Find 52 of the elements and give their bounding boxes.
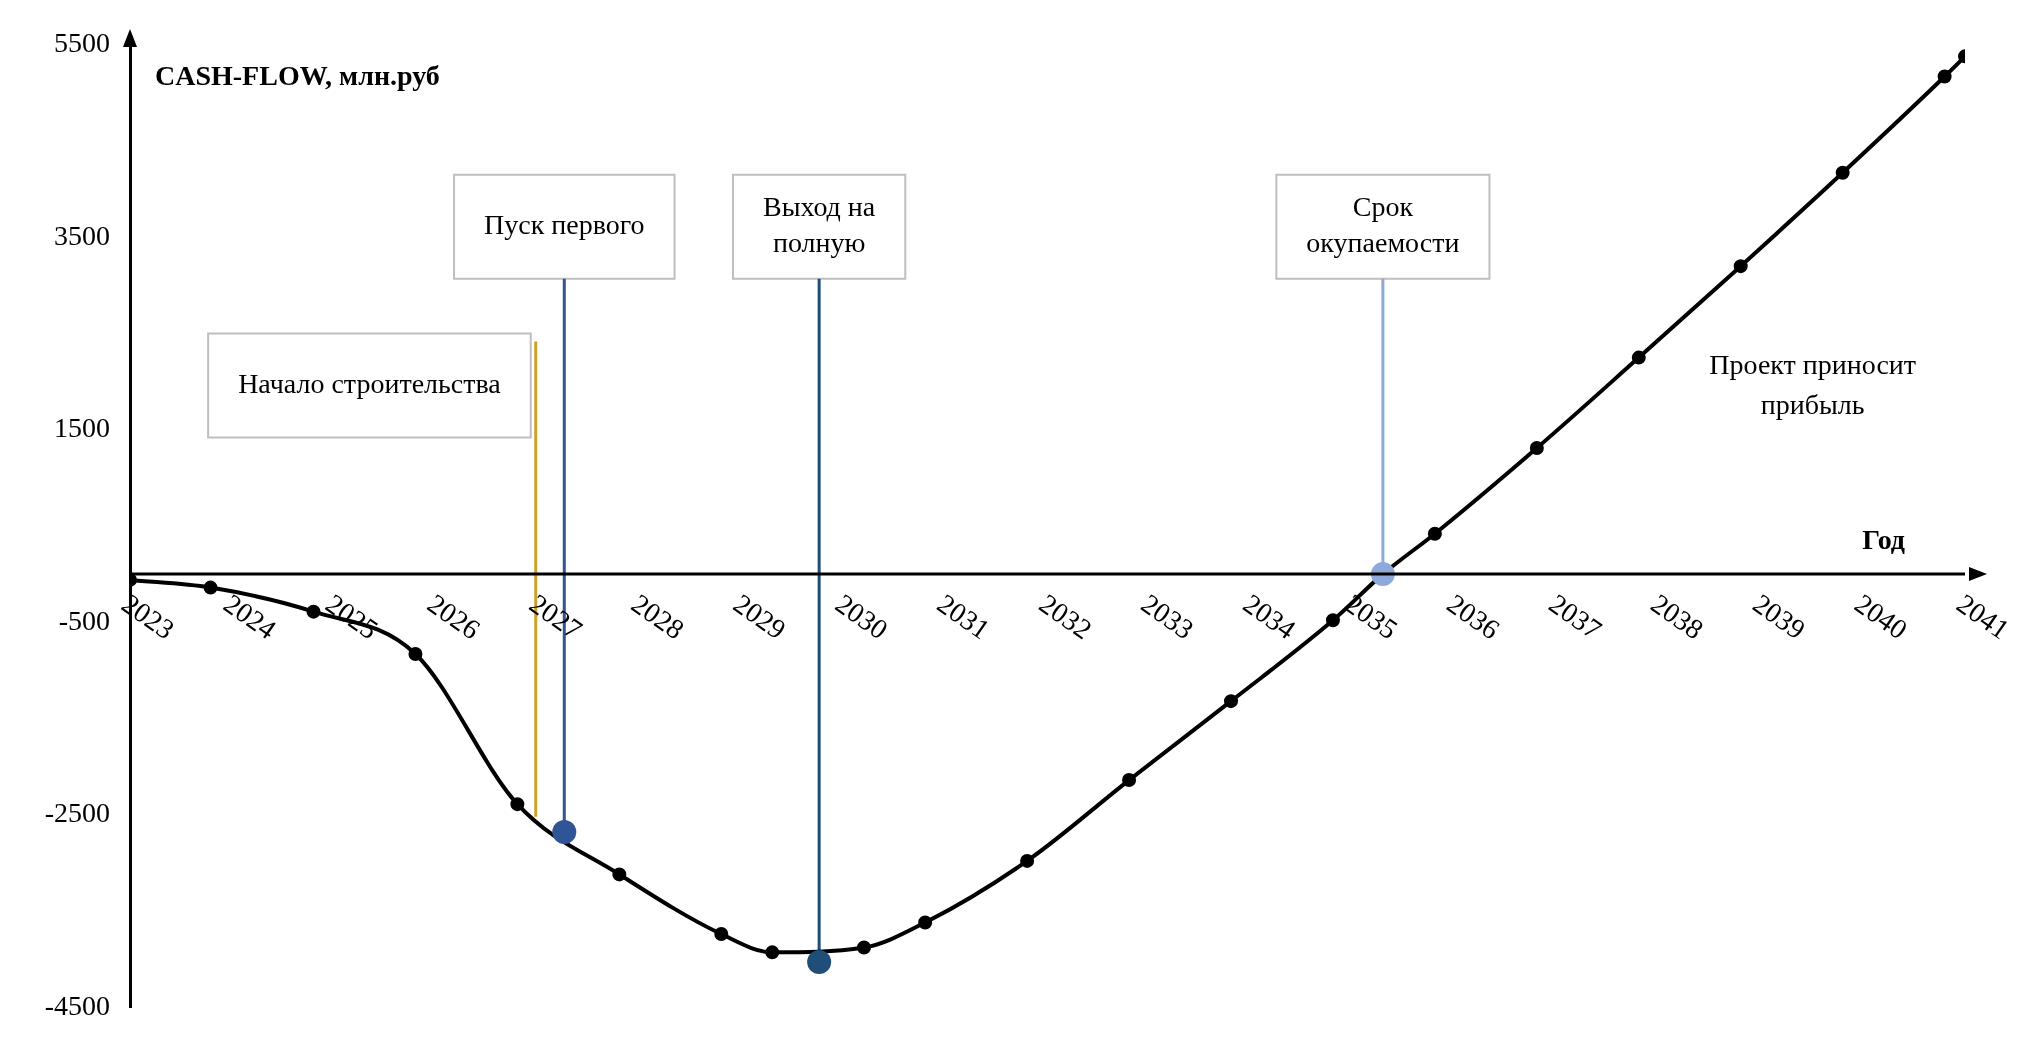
x-tick-label: 2029 [728,587,792,646]
point [1427,526,1442,541]
point [1733,259,1748,274]
x-tick-label: 2033 [1135,587,1200,646]
ref-line-label: Срок окупаемости [1306,191,1460,259]
x-tick-label: 2040 [1849,587,1914,646]
point [612,867,627,882]
point [857,940,871,955]
x-tick-label: 2037 [1543,587,1608,646]
x-tick-label: 2036 [1441,587,1506,646]
point [918,915,933,930]
x-tick-label: 2023 [116,587,180,646]
y-tick-label: -2500 [44,797,110,829]
y-tick-label: -500 [58,604,110,636]
x-tick-label: 2030 [829,587,894,646]
x-tick-label: 2035 [1339,587,1404,646]
point [306,604,321,619]
y-tick-label: 1500 [54,412,110,444]
point [1020,853,1035,868]
x-tick-label: 2028 [626,587,690,646]
y-tick-label: -4500 [44,989,110,1021]
point [408,647,423,661]
point [1631,350,1646,365]
annotation: Проект приносит прибыль [1709,348,1917,420]
x-axis-title: Год [1862,524,1905,556]
point [203,580,218,595]
x-tick-label: 2032 [1033,587,1098,646]
point [807,949,832,974]
point [1529,441,1544,456]
ref-line-label: Выход на полную [763,191,876,259]
ref-line-label: Начало строительства [238,367,502,399]
x-tick-label: 2031 [931,587,996,646]
y-tick-label: 3500 [54,219,110,251]
x-tick-label: 2027 [524,587,588,646]
point [1937,69,1952,84]
point [1224,694,1238,709]
x-tick-label: 2024 [218,587,282,646]
point [552,820,577,845]
ref-line-label: Пуск первого [484,209,645,241]
x-tick-label: 2039 [1747,587,1812,646]
point [1835,165,1850,180]
point [1122,773,1137,788]
x-tick-label: 2038 [1645,587,1710,646]
x-tick-label: 2026 [422,587,486,646]
point [765,945,780,960]
y-tick-label: 5500 [54,27,110,59]
x-tick-label: 2041 [1951,587,2015,646]
point [510,797,525,812]
x-tick-label: 2034 [1237,587,1302,646]
y-axis-title: CASH-FLOW, млн.руб [155,60,440,92]
point [714,927,729,942]
point [1325,613,1340,628]
